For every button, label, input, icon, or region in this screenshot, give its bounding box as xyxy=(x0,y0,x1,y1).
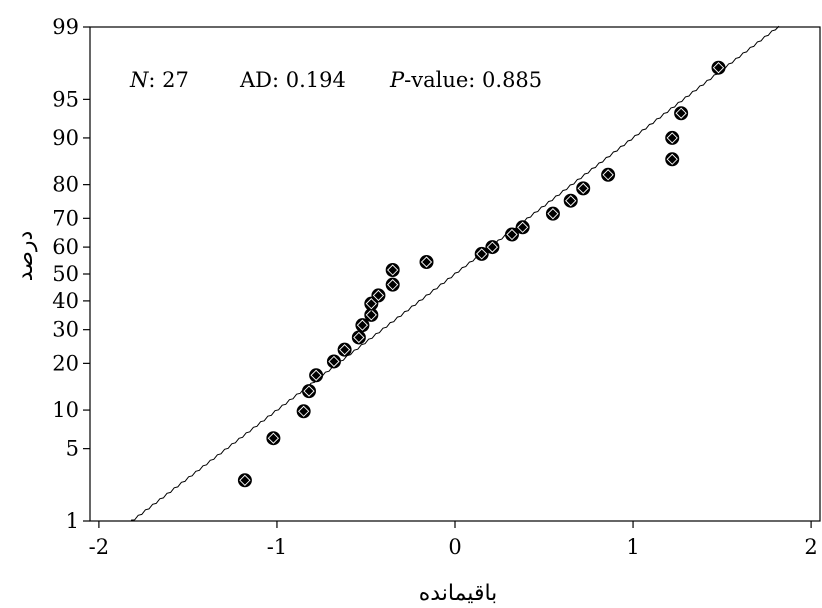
data-point xyxy=(385,263,400,278)
plot-frame xyxy=(89,26,821,522)
y-tick-label: 20 xyxy=(52,351,79,375)
y-tick-label: 95 xyxy=(52,87,79,111)
data-point xyxy=(364,307,379,322)
data-point xyxy=(601,167,616,182)
y-tick-label: 1 xyxy=(66,509,79,533)
y-tick-label: 90 xyxy=(52,126,79,150)
y-tick-label: 60 xyxy=(52,235,79,259)
data-point xyxy=(309,368,324,383)
y-tick-label: 50 xyxy=(52,262,79,286)
data-point xyxy=(474,246,489,261)
stats-annotation: N: 27 xyxy=(129,68,189,92)
data-point xyxy=(419,254,434,269)
data-point xyxy=(665,152,680,167)
data-point xyxy=(266,431,281,446)
data-point xyxy=(545,206,560,221)
x-tick-label: 1 xyxy=(626,535,639,559)
y-tick-label: 70 xyxy=(52,206,79,230)
y-tick-label: 30 xyxy=(52,318,79,342)
y-axis: 1 5 10 20 30 40 50 60 70 80 90 95 99 xyxy=(52,15,90,533)
data-points xyxy=(237,60,726,488)
y-tick-label: 80 xyxy=(52,173,79,197)
stat-ad: AD: 0.194 xyxy=(239,68,346,92)
data-point xyxy=(296,404,311,419)
data-point xyxy=(485,240,500,255)
x-axis: -2 -1 0 1 2 xyxy=(89,521,818,559)
x-tick-label: -2 xyxy=(89,535,109,559)
data-point xyxy=(674,106,689,121)
data-point xyxy=(665,130,680,145)
y-tick-label: 5 xyxy=(66,437,79,461)
stat-p-label: P xyxy=(389,68,405,92)
stat-n-label: N xyxy=(129,68,149,92)
data-point xyxy=(302,384,316,399)
y-axis-title: درصد xyxy=(13,231,38,282)
data-point xyxy=(711,60,726,75)
data-point xyxy=(237,473,252,488)
stat-p-value: -value: 0.885 xyxy=(404,68,542,92)
x-tick-label: 2 xyxy=(804,535,817,559)
data-point xyxy=(576,181,591,196)
x-tick-label: 0 xyxy=(448,535,461,559)
data-point xyxy=(326,354,341,369)
data-point xyxy=(337,342,352,357)
stat-n-value: : 27 xyxy=(148,68,188,92)
y-tick-label: 99 xyxy=(52,15,79,39)
data-point xyxy=(515,220,530,235)
data-point xyxy=(355,318,370,333)
data-point xyxy=(504,227,519,242)
data-point xyxy=(371,288,386,303)
x-tick-label: -1 xyxy=(267,535,287,559)
x-axis-title: باقیمانده xyxy=(419,581,498,606)
data-point xyxy=(385,277,400,292)
data-point xyxy=(563,193,578,208)
fit-line xyxy=(130,25,780,521)
data-point xyxy=(351,330,366,345)
stat-p: P-value: 0.885 xyxy=(389,68,542,92)
y-tick-label: 40 xyxy=(52,289,79,313)
y-tick-label: 10 xyxy=(52,398,79,422)
